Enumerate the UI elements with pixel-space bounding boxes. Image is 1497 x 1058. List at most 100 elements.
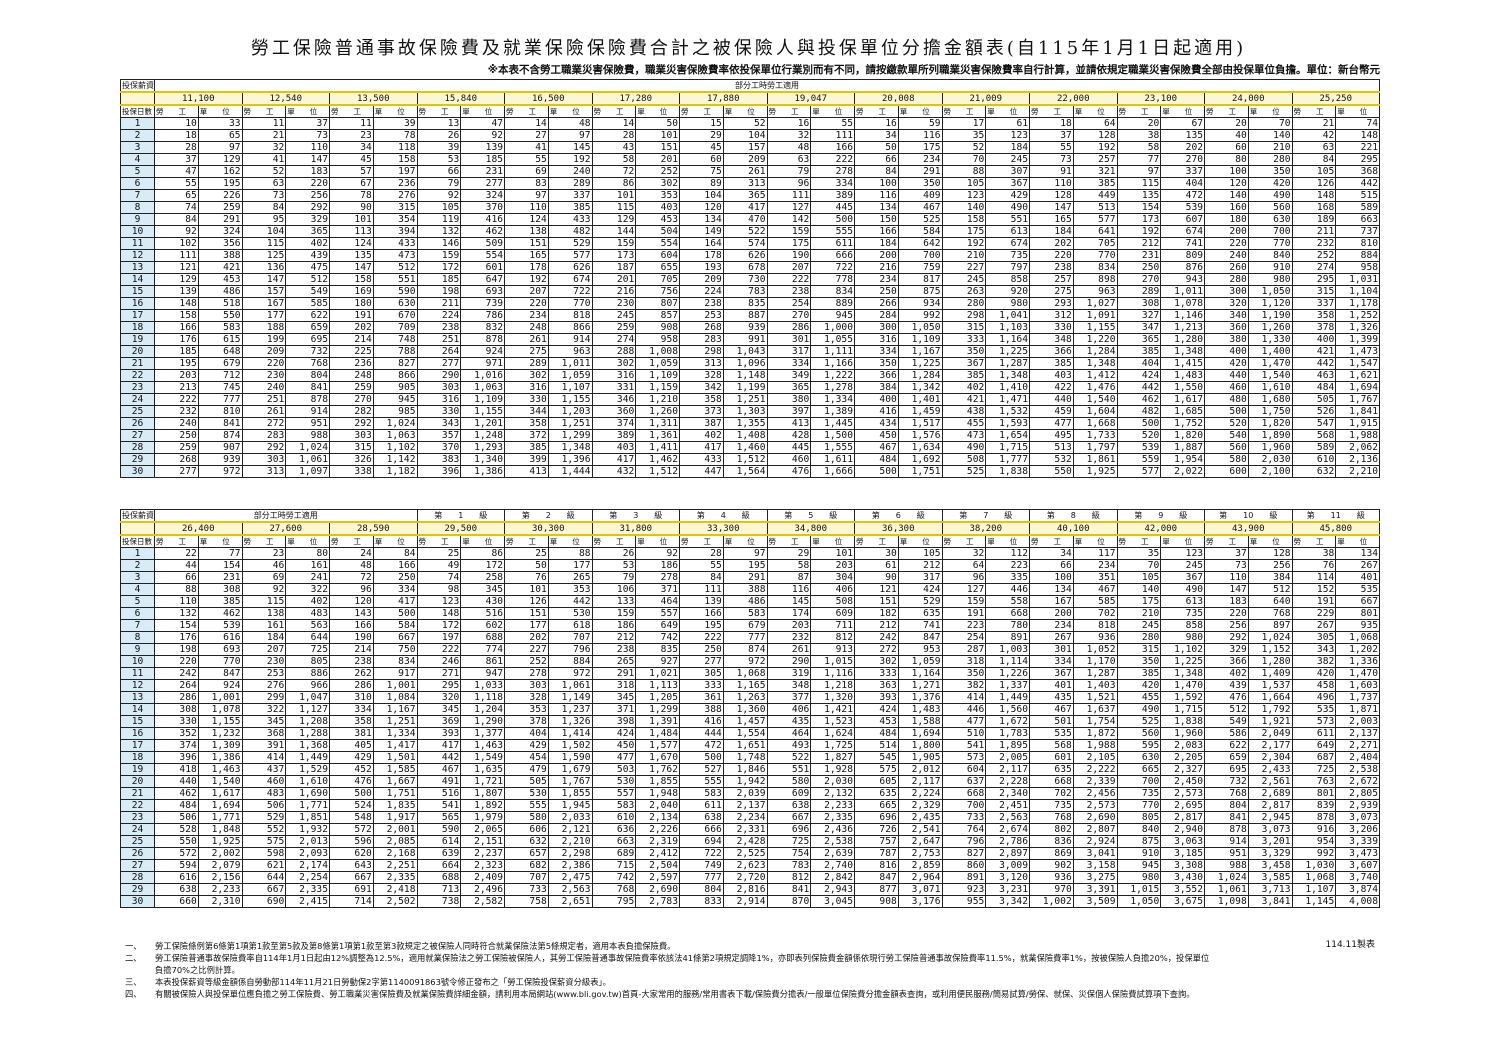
table-row: 7 154 539 161 563 166 584 172 602 177 618 186 649 195… (120, 619, 1380, 632)
amount-cell: 172 (460, 559, 505, 572)
amount-cell: 1,059 (635, 357, 680, 370)
amount-cell: 367 (1160, 571, 1205, 584)
table-row: 26 240 841 272 951 292 1,024 343 1,201 358 1,251 37… (120, 417, 1380, 430)
amount-cell: 24 (329, 547, 374, 560)
amount-cell: 486 (722, 595, 768, 608)
amount-cell: 2,062 (1335, 441, 1380, 454)
amount-cell: 224 (416, 309, 462, 322)
amount-cell: 1,694 (197, 799, 243, 812)
table-row: 8 74 259 84 292 90 315 105 370 110 385 115 403 120 417… (120, 201, 1380, 214)
amount-cell: 573 (941, 751, 987, 764)
amount-cell: 674 (547, 273, 593, 286)
amount-cell: 78 (372, 129, 418, 142)
amount-cell: 2,525 (722, 847, 768, 860)
amount-cell: 25 (416, 547, 462, 560)
amount-cell: 496 (1291, 691, 1337, 704)
amount-cell: 568 (1291, 429, 1337, 442)
amount-cell: 1,529 (285, 763, 330, 776)
amount-cell: 1,309 (197, 739, 243, 752)
table-row: 10 92 324 104 365 113 394 132 462 138 482 144 504 149… (120, 225, 1380, 238)
amount-cell: 1,015 (1116, 883, 1162, 896)
group-header: 第 5 級 (766, 509, 855, 523)
amount-cell: 1,334 (372, 727, 418, 740)
amount-cell: 530 (504, 787, 549, 800)
amount-cell: 913 (810, 643, 855, 656)
amount-cell: 878 (1204, 823, 1249, 836)
table-row: 27 250 874 283 988 303 1,063 357 1,248 372 1,299 38… (120, 429, 1380, 442)
amount-cell: 2,310 (197, 895, 243, 908)
worker-label: 勞 工 (679, 534, 724, 548)
amount-cell: 638 (154, 883, 199, 896)
amount-cell: 1,052 (1072, 643, 1118, 656)
amount-cell: 812 (810, 631, 855, 644)
amount-cell: 166 (154, 321, 199, 334)
amount-cell: 847 (197, 667, 243, 680)
amount-cell: 770 (1116, 799, 1162, 812)
amount-cell: 252 (504, 655, 549, 668)
amount-cell: 1,251 (372, 715, 418, 728)
amount-cell: 367 (941, 357, 987, 370)
amount-cell: 1,470 (1247, 357, 1293, 370)
amount-cell: 440 (1204, 369, 1249, 382)
amount-cell: 691 (329, 883, 374, 896)
amount-cell: 195 (197, 177, 243, 190)
amount-cell: 1,226 (985, 667, 1030, 680)
amount-cell: 1,890 (1247, 429, 1293, 442)
amount-cell: 1,155 (460, 405, 505, 418)
amount-cell: 234 (504, 309, 549, 322)
amount-cell: 110 (1029, 177, 1074, 190)
amount-cell: 2,137 (1335, 727, 1380, 740)
amount-cell: 795 (591, 895, 637, 908)
amount-cell: 512 (372, 261, 418, 274)
amount-cell: 222 (416, 643, 462, 656)
amount-cell: 201 (635, 153, 680, 166)
table-row: 1 22 77 23 80 24 84 25 86 25 88 26 92 28 97 29 101 30 105 3… (120, 547, 1380, 560)
day-number: 12 (120, 679, 155, 692)
amount-cell: 991 (722, 333, 768, 346)
amount-cell: 1,680 (1247, 393, 1293, 406)
amount-cell: 382 (941, 679, 987, 692)
amount-cell: 148 (416, 607, 462, 620)
amount-cell: 250 (372, 571, 418, 584)
amount-cell: 2,327 (1160, 763, 1205, 776)
amount-cell: 622 (285, 309, 330, 322)
amount-cell: 1,792 (1247, 703, 1293, 716)
amount-cell: 267 (1029, 631, 1074, 644)
amount-cell: 278 (635, 571, 680, 584)
day-number: 22 (120, 369, 155, 382)
amount-cell: 86 (460, 547, 505, 560)
worker-label: 勞 工 (329, 104, 374, 118)
amount-cell: 2,177 (1247, 739, 1293, 752)
amount-cell: 2,222 (1072, 763, 1118, 776)
amount-cell: 1,555 (810, 441, 855, 454)
day-number: 13 (120, 691, 155, 704)
amount-cell: 1,205 (635, 691, 680, 704)
amount-cell: 102 (154, 237, 199, 250)
amount-cell: 90 (329, 201, 374, 214)
worker-label: 勞 工 (679, 104, 724, 118)
amount-cell: 1,540 (1247, 369, 1293, 382)
amount-cell: 467 (1072, 583, 1118, 596)
table-row: 21 195 679 220 768 236 827 277 971 289 1,011 302 1,0… (120, 357, 1380, 370)
amount-cell: 65 (197, 129, 243, 142)
amount-cell: 1,838 (1160, 715, 1205, 728)
amount-cell: 963 (1072, 285, 1118, 298)
amount-cell: 858 (985, 273, 1030, 286)
amount-cell: 403 (1029, 369, 1074, 382)
amount-cell: 144 (591, 225, 637, 238)
amount-cell: 259 (591, 321, 637, 334)
salary-value: 22,000 (1029, 91, 1118, 106)
amount-cell: 639 (416, 847, 462, 860)
amount-cell: 1,330 (1247, 333, 1293, 346)
amount-cell: 110 (285, 141, 330, 154)
amount-cell: 568 (1029, 739, 1074, 752)
amount-cell: 101 (635, 129, 680, 142)
amount-cell: 2,807 (1072, 823, 1118, 836)
amount-cell: 328 (679, 369, 724, 382)
amount-cell: 756 (635, 285, 680, 298)
day-number: 9 (120, 643, 155, 656)
amount-cell: 1,059 (897, 655, 943, 668)
amount-cell: 621 (241, 859, 287, 872)
amount-cell: 186 (635, 559, 680, 572)
amount-cell: 463 (1291, 369, 1337, 382)
